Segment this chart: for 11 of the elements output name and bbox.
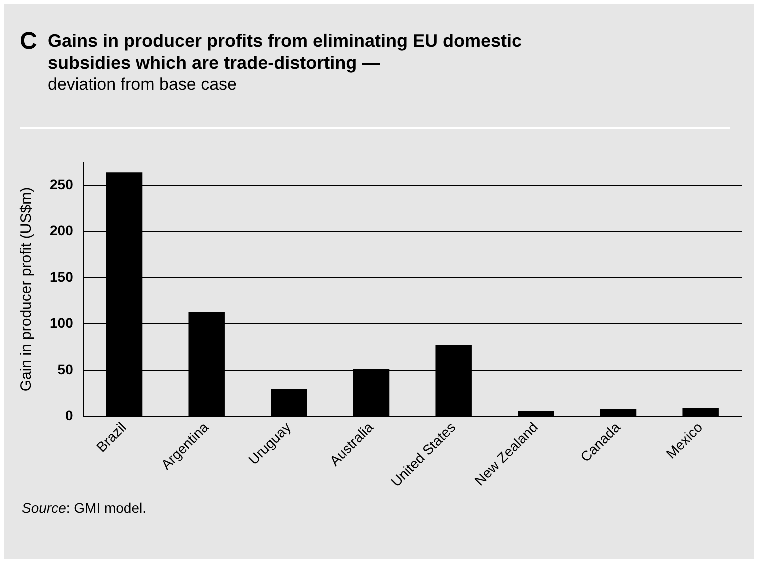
y-tick-label: 100 — [50, 315, 74, 332]
y-tick-label: 200 — [50, 222, 74, 239]
y-axis-title: Gain in producer profit (US$m) — [18, 187, 36, 392]
chart-title: Gains in producer profits from eliminating EU domestic subsidies which are trade-distorting — — [48, 30, 524, 74]
y-tick-label: 150 — [50, 268, 74, 285]
chart-subtitle: deviation from base case — [48, 74, 238, 96]
y-tick-label: 250 — [50, 176, 74, 192]
y-tick-label: 0 — [66, 408, 74, 424]
source-note: Source: GMI model. — [22, 500, 146, 516]
text: C — [20, 28, 38, 56]
y-tick-label: 50 — [58, 361, 74, 378]
